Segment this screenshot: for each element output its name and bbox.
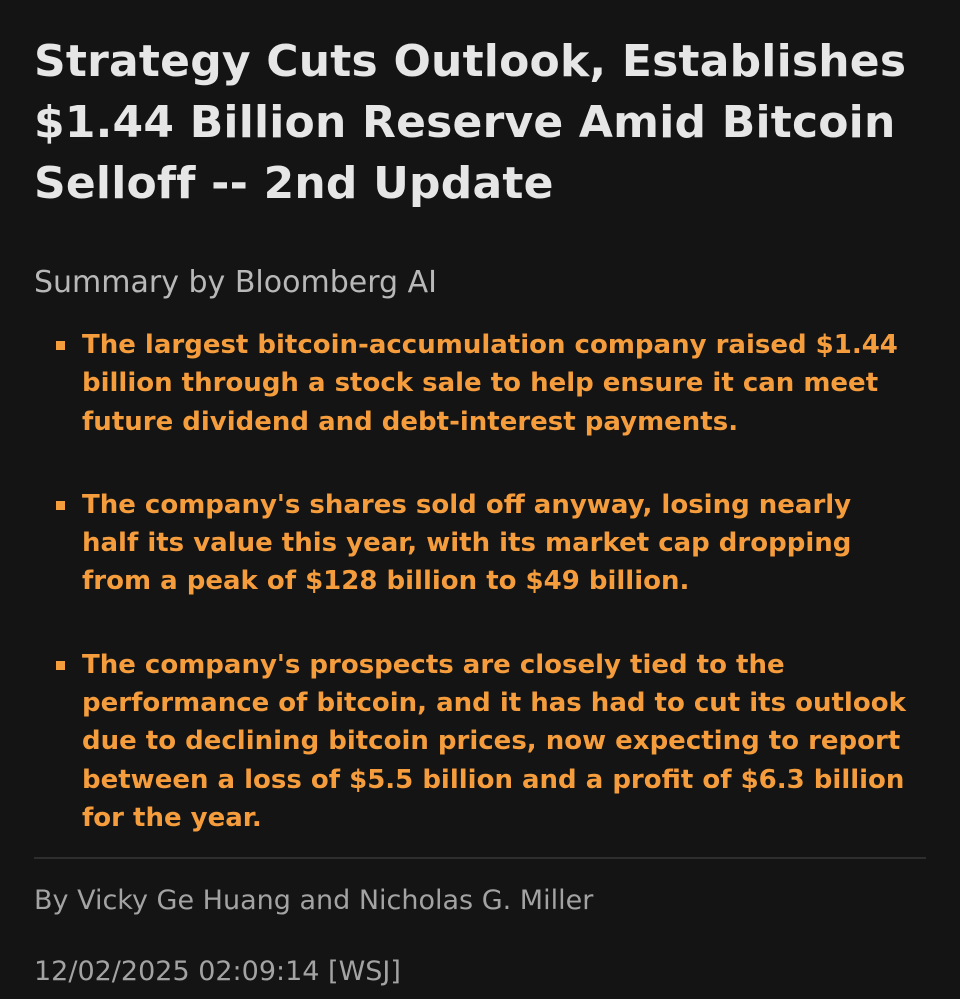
bullet-square-icon (56, 500, 65, 510)
article-byline: By Vicky Ge Huang and Nicholas G. Miller (34, 885, 594, 916)
article-headline: Strategy Cuts Outlook, Establishes $1.44… (34, 36, 907, 209)
article-timestamp: 12/02/2025 02:09:14 [WSJ] (34, 956, 401, 987)
summary-label: Summary by Bloomberg AI (34, 265, 437, 300)
summary-point-text: The company's prospects are closely tied… (82, 649, 906, 833)
divider (34, 857, 926, 859)
bullet-square-icon (56, 660, 65, 670)
summary-point-text: The largest bitcoin-accumulation company… (82, 330, 898, 437)
bullet-square-icon (56, 341, 65, 350)
summary-point: The company's shares sold off anyway, lo… (34, 486, 912, 601)
summary-list: The largest bitcoin-accumulation company… (34, 326, 926, 837)
summary-point-text: The company's shares sold off anyway, lo… (82, 489, 852, 597)
summary-point: The company's prospects are closely tied… (34, 646, 912, 837)
summary-point: The largest bitcoin-accumulation company… (34, 326, 912, 441)
